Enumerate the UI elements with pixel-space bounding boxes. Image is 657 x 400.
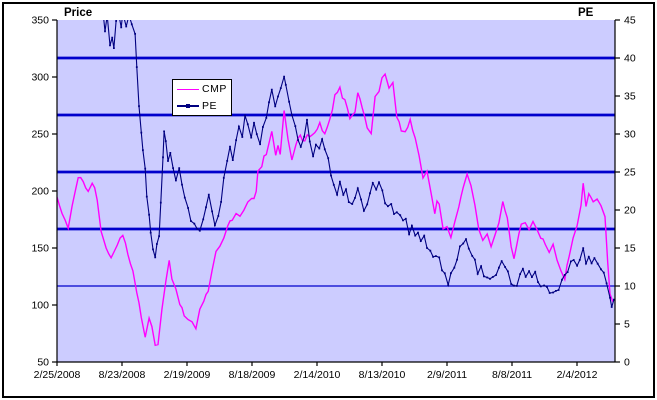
right-tick-label: 45 (624, 15, 636, 27)
x-tick-label: 8/8/2011 (492, 369, 532, 381)
left-tick-label: 300 (31, 72, 49, 84)
left-tick-label: 100 (31, 300, 49, 312)
right-tick-label: 15 (624, 243, 636, 255)
x-tick-label: 2/19/2009 (164, 369, 211, 381)
legend: CMP PE (172, 79, 232, 116)
legend-label-pe: PE (202, 99, 218, 112)
pe-line-swatch (177, 101, 199, 111)
x-tick-label: 8/18/2009 (229, 369, 276, 381)
right-tick-label: 0 (624, 357, 630, 369)
cmp-line-swatch (177, 84, 199, 94)
left-tick-label: 350 (31, 15, 49, 27)
right-tick-label: 35 (624, 91, 636, 103)
x-tick-label: 2/4/2012 (557, 369, 598, 381)
right-tick-label: 5 (624, 319, 630, 331)
legend-item-pe: PE (177, 98, 231, 114)
x-tick-label: 2/25/2008 (34, 369, 81, 381)
right-tick-label: 10 (624, 281, 636, 293)
right-tick-label: 40 (624, 53, 636, 65)
right-tick-label: 30 (624, 129, 636, 141)
left-tick-label: 50 (37, 357, 49, 369)
right-tick-label: 20 (624, 205, 636, 217)
left-tick-label: 250 (31, 129, 49, 141)
x-tick-label: 8/13/2010 (359, 369, 406, 381)
pe-axis-title: PE (578, 7, 594, 19)
x-tick-label: 2/14/2010 (294, 369, 341, 381)
legend-label-cmp: CMP (202, 83, 227, 96)
x-tick-label: 8/23/2008 (99, 369, 146, 381)
price-axis-title: Price (64, 7, 93, 19)
legend-item-cmp: CMP (177, 81, 231, 97)
series-line-cmp (57, 72, 614, 347)
left-tick-label: 200 (31, 186, 49, 198)
x-tick-label: 2/9/2011 (427, 369, 467, 381)
left-tick-label: 150 (31, 243, 49, 255)
right-tick-label: 25 (624, 167, 636, 179)
